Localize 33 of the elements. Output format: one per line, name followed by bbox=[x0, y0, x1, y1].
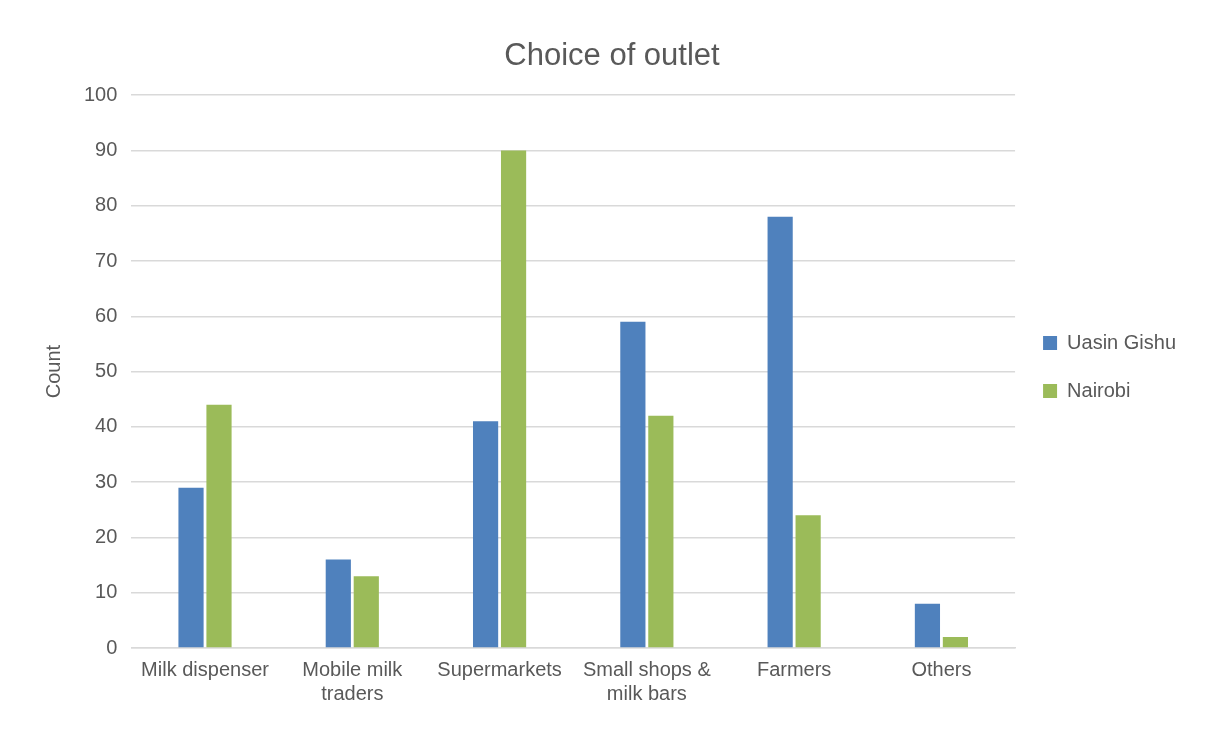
y-axis-title: Count bbox=[41, 344, 64, 399]
y-tick-label: 70 bbox=[95, 248, 118, 271]
y-tick-label: 30 bbox=[95, 469, 118, 492]
bar bbox=[620, 321, 646, 648]
legend-label: Uasin Gishu bbox=[1067, 330, 1176, 353]
y-tick-label: 60 bbox=[95, 303, 118, 326]
x-tick-label: Others bbox=[911, 657, 972, 680]
bar bbox=[942, 636, 969, 648]
bar bbox=[353, 576, 379, 648]
x-tick-label: Farmers bbox=[756, 657, 832, 680]
x-tick-label: Supermarkets bbox=[437, 657, 562, 680]
x-tick-label: Mobile milk traders bbox=[302, 657, 404, 704]
y-tick-label: 100 bbox=[83, 82, 118, 105]
bar bbox=[472, 421, 499, 648]
y-tick-label: 20 bbox=[95, 524, 118, 547]
y-tick-label: 80 bbox=[95, 193, 118, 216]
bar bbox=[648, 415, 674, 648]
chart-title: Choice of outlet bbox=[504, 37, 721, 73]
bar bbox=[500, 150, 527, 648]
y-tick-label: 40 bbox=[95, 414, 118, 437]
y-tick-label: 90 bbox=[95, 138, 118, 160]
bar bbox=[325, 559, 351, 648]
legend-label: Nairobi bbox=[1067, 378, 1131, 401]
x-tick-label: Small shops & milk bars bbox=[582, 657, 712, 704]
x-tick-label: Milk dispenser bbox=[141, 657, 270, 680]
bar bbox=[914, 603, 941, 648]
y-tick-label: 10 bbox=[95, 580, 118, 603]
bar bbox=[178, 487, 204, 648]
bar bbox=[795, 515, 821, 648]
bar bbox=[767, 216, 793, 648]
y-tick-label: 0 bbox=[106, 635, 118, 658]
bar bbox=[206, 404, 232, 648]
y-tick-label: 50 bbox=[95, 359, 118, 382]
